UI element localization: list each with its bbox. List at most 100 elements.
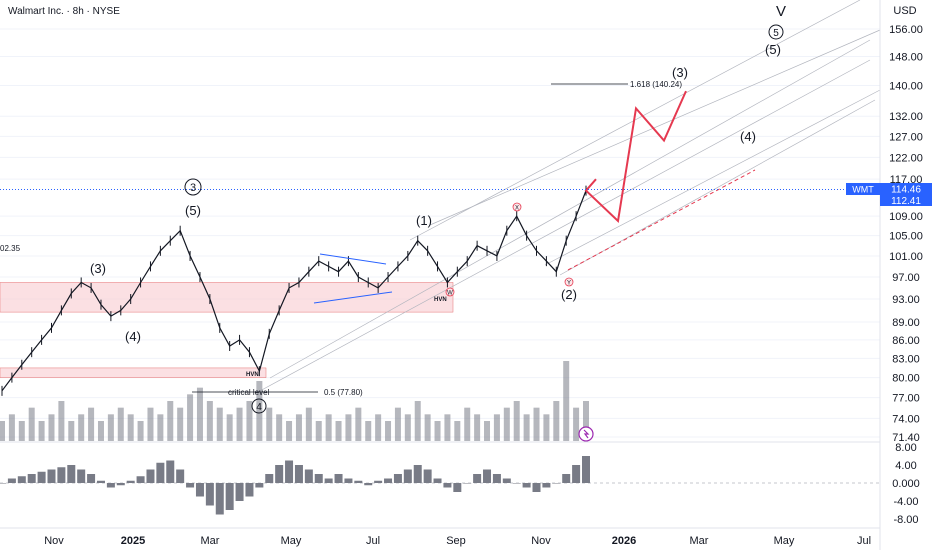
price-tick-label: 156.00 bbox=[889, 24, 923, 36]
wave-4-circle-ring bbox=[251, 398, 267, 414]
wave-3-circle-label: 3 bbox=[190, 182, 196, 194]
oscillator-bar bbox=[146, 469, 155, 483]
price-tick-label: 109.00 bbox=[889, 211, 923, 223]
mark-w-ring bbox=[445, 287, 455, 297]
time-tick-label: Nov bbox=[531, 535, 551, 547]
volume-bar bbox=[107, 414, 114, 441]
wave-4-projection-label: (4) bbox=[740, 129, 756, 144]
volume-bar bbox=[365, 421, 372, 441]
oscillator-bar bbox=[512, 483, 521, 484]
oscillator-tick-label: -8.00 bbox=[893, 514, 918, 526]
volume-bar bbox=[345, 414, 352, 441]
last-price-tag-bg bbox=[880, 183, 932, 195]
time-tick-label: Jul bbox=[857, 535, 871, 547]
volume-bar bbox=[454, 421, 461, 441]
oscillator-bar bbox=[433, 478, 442, 483]
price-tick-label: 105.00 bbox=[889, 231, 923, 243]
volume-bar bbox=[295, 414, 302, 441]
indicator-badge-icon[interactable] bbox=[578, 426, 594, 442]
price-tick-label: 97.00 bbox=[892, 272, 920, 284]
volume-bar bbox=[256, 381, 263, 441]
oscillator-bar bbox=[423, 469, 432, 483]
volume-bar bbox=[444, 414, 451, 441]
oscillator-bar bbox=[275, 465, 284, 483]
volume-bar bbox=[68, 421, 75, 441]
wave-1-label: (1) bbox=[416, 213, 432, 228]
time-tick-label: 2026 bbox=[612, 535, 636, 547]
oscillator-bar bbox=[314, 474, 323, 483]
price-tick-label: 89.00 bbox=[892, 317, 920, 329]
oscillator-bar bbox=[522, 483, 531, 488]
volume-bar bbox=[38, 421, 45, 441]
oscillator-bar bbox=[403, 469, 412, 483]
oscillator-bars bbox=[0, 456, 880, 515]
oscillator-bar bbox=[87, 474, 96, 483]
volume-bar bbox=[375, 414, 382, 441]
oscillator-bar bbox=[502, 478, 511, 483]
volume-bar bbox=[414, 401, 421, 441]
prev-price-tag-bg bbox=[880, 195, 932, 206]
oscillator-bar bbox=[205, 483, 214, 506]
channel-line bbox=[257, 59, 871, 393]
volume-bar bbox=[523, 414, 530, 441]
price-axis-bg bbox=[880, 0, 932, 550]
oscillator-bar bbox=[384, 478, 393, 483]
price-tick-label: 83.00 bbox=[892, 353, 920, 365]
volume-bar bbox=[513, 401, 520, 441]
critical-level-label: critical level bbox=[228, 388, 270, 397]
volume-bar bbox=[563, 361, 570, 441]
mark-w: W bbox=[447, 291, 453, 297]
mark-y-ring bbox=[564, 277, 574, 287]
volume-bar bbox=[18, 421, 25, 441]
oscillator-bar bbox=[532, 483, 541, 492]
oscillator-bar bbox=[324, 478, 333, 483]
volume-bar bbox=[88, 407, 95, 441]
oscillator-tick-label: 8.00 bbox=[895, 442, 916, 454]
oscillator-bar bbox=[364, 483, 373, 486]
oscillator-bar bbox=[582, 456, 590, 483]
volume-bar bbox=[335, 421, 342, 441]
price-ticks: 156.00148.00140.00132.00127.00122.00117.… bbox=[889, 24, 923, 444]
time-tick-label: Mar bbox=[201, 535, 220, 547]
oscillator-bar bbox=[463, 483, 472, 484]
volume-bar bbox=[157, 414, 164, 441]
volume-bar bbox=[28, 407, 35, 441]
oscillator-bar bbox=[156, 462, 165, 483]
volume-bar bbox=[147, 407, 154, 441]
volume-bar bbox=[216, 407, 223, 441]
volume-bar bbox=[385, 421, 392, 441]
oscillator-bar bbox=[304, 469, 313, 483]
oscillator-bar bbox=[47, 469, 56, 483]
oscillator-bar bbox=[195, 483, 204, 497]
volume-bar bbox=[58, 401, 65, 441]
volume-bars bbox=[0, 361, 589, 441]
volume-bar bbox=[206, 401, 213, 441]
price-line bbox=[1, 190, 587, 392]
volume-bar bbox=[196, 387, 203, 441]
volume-bar bbox=[137, 421, 144, 441]
wave-3-label-left: (3) bbox=[90, 261, 106, 276]
oscillator-tick-label: -4.00 bbox=[893, 496, 918, 508]
volume-bar bbox=[533, 407, 540, 441]
fib-label: 1.618 (140.24) bbox=[630, 80, 682, 89]
oscillator-bar bbox=[7, 478, 16, 483]
oscillator-bar bbox=[354, 480, 363, 483]
wave-5-circle-label: 5 bbox=[773, 28, 779, 39]
volume-bar bbox=[573, 407, 580, 441]
volume-bar bbox=[484, 421, 491, 441]
hvn-zone-lower bbox=[0, 367, 267, 378]
oscillator-bar bbox=[57, 467, 66, 483]
oscillator-bar bbox=[334, 474, 343, 483]
price-tick-label: 132.00 bbox=[889, 111, 923, 123]
hvn-label-1: HVN bbox=[246, 372, 259, 378]
channel-line bbox=[544, 89, 881, 266]
oscillator-bar bbox=[215, 483, 224, 515]
oscillator-bar bbox=[483, 469, 492, 483]
oscillator-bar bbox=[492, 474, 501, 483]
oscillator-bar bbox=[176, 469, 185, 483]
oscillator-bar bbox=[17, 476, 26, 483]
symbol-tag-bg bbox=[846, 183, 880, 195]
volume-bar bbox=[434, 421, 441, 441]
wave-5-label: (5) bbox=[185, 203, 201, 218]
